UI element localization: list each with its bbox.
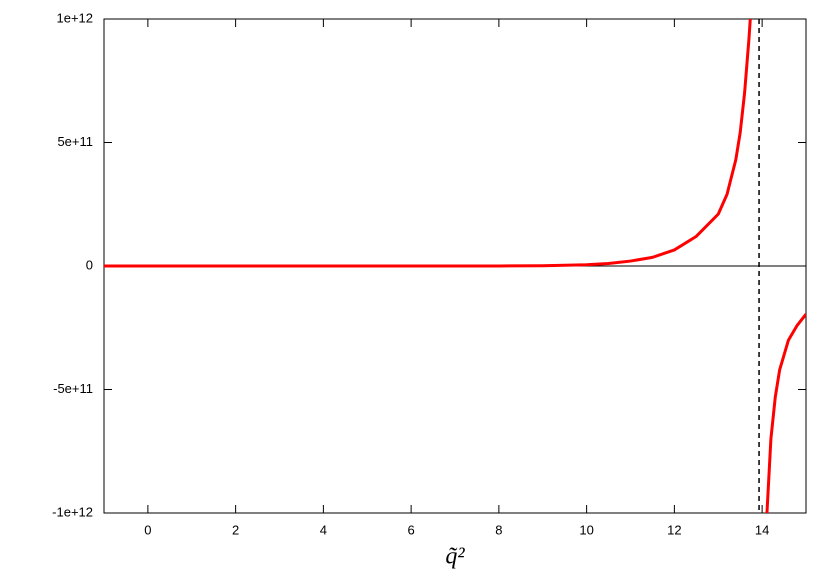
x-tick-label: 6 xyxy=(408,522,415,537)
data-line xyxy=(104,19,806,513)
y-tick-label: 1e+12 xyxy=(56,10,93,25)
x-tick-label: 14 xyxy=(755,522,769,537)
x-tick-label: 4 xyxy=(320,522,327,537)
x-tick-label: 8 xyxy=(495,522,502,537)
y-tick-label: -5e+11 xyxy=(53,381,93,396)
x-tick-label: 0 xyxy=(144,522,151,537)
x-tick-label: 10 xyxy=(579,522,593,537)
y-tick-label: 5e+11 xyxy=(57,134,93,149)
x-tick-label: 12 xyxy=(667,522,681,537)
y-tick-label: -1e+12 xyxy=(52,504,93,519)
y-tick-label: 0 xyxy=(86,257,93,272)
x-axis-label: q̃² xyxy=(445,544,465,570)
x-tick-label: 2 xyxy=(232,522,239,537)
